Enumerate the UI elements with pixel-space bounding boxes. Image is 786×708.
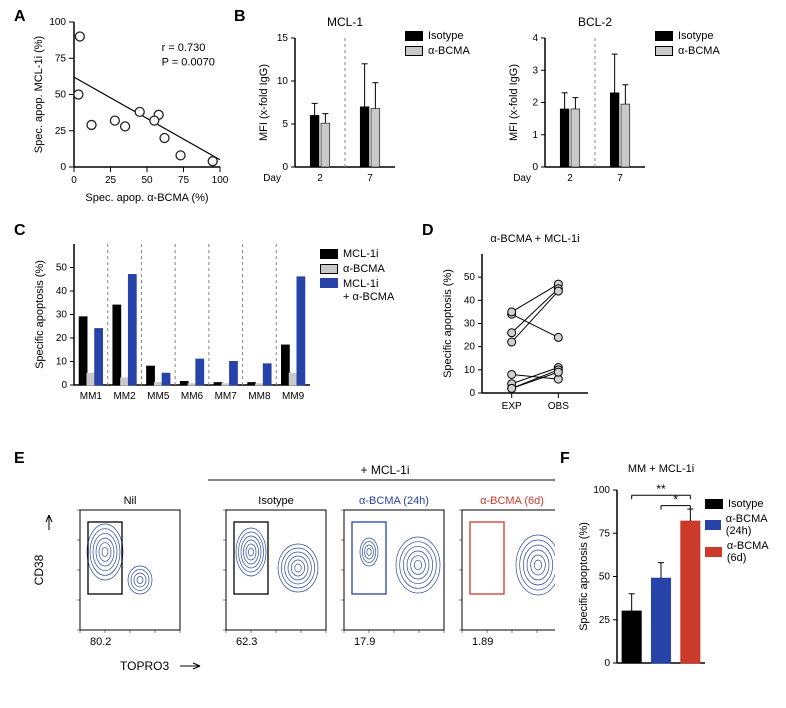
svg-text:2: 2 bbox=[532, 98, 538, 109]
svg-text:P = 0.0070: P = 0.0070 bbox=[162, 57, 215, 69]
svg-text:MM2: MM2 bbox=[113, 391, 136, 402]
svg-text:EXP: EXP bbox=[502, 401, 522, 412]
facs-e: + MCL-1i CD38 TOPRO3 Nil 80.2 Isotype 62.3 α-BC… bbox=[25, 460, 555, 690]
svg-text:MM8: MM8 bbox=[248, 391, 271, 402]
svg-text:25: 25 bbox=[55, 126, 67, 137]
svg-text:α-BCMA (24h): α-BCMA (24h) bbox=[359, 495, 429, 507]
legend-f: Isotype α-BCMA (24h) α-BCMA (6d) bbox=[705, 498, 786, 567]
paired-d: α-BCMA + MCL-1i 0 10 20 30 40 50 EXP OBS Specific… bbox=[438, 230, 608, 425]
svg-text:CD38: CD38 bbox=[32, 554, 46, 585]
legend-b-bcl2: Isotype α-BCMA bbox=[655, 30, 720, 60]
svg-text:0: 0 bbox=[604, 658, 610, 669]
svg-text:Nil: Nil bbox=[124, 495, 137, 507]
svg-text:Spec. apop. MCL-1i (%): Spec. apop. MCL-1i (%) bbox=[33, 36, 45, 153]
svg-text:0: 0 bbox=[532, 162, 538, 173]
svg-text:30: 30 bbox=[464, 319, 476, 330]
svg-text:Specific apoptosis (%): Specific apoptosis (%) bbox=[442, 269, 454, 378]
svg-text:0: 0 bbox=[71, 175, 77, 186]
svg-text:MM + MCL-1i: MM + MCL-1i bbox=[628, 463, 694, 475]
panel-label-f: F bbox=[560, 450, 570, 468]
svg-text:20: 20 bbox=[56, 333, 68, 344]
legend-b-mcl1: Isotype α-BCMA bbox=[405, 30, 470, 60]
svg-text:Isotype: Isotype bbox=[258, 495, 293, 507]
svg-text:50: 50 bbox=[55, 90, 67, 101]
svg-text:25: 25 bbox=[599, 615, 611, 626]
svg-text:1: 1 bbox=[532, 130, 538, 141]
svg-text:100: 100 bbox=[49, 17, 66, 28]
panel-label-b: B bbox=[234, 8, 246, 26]
scatter-a: 0 25 50 75 100 0 25 50 75 100 r = 0.730 P = 0.0070 S… bbox=[30, 12, 230, 207]
svg-text:5: 5 bbox=[282, 119, 288, 130]
svg-text:Day: Day bbox=[263, 173, 281, 184]
svg-text:20: 20 bbox=[464, 342, 476, 353]
svg-text:0: 0 bbox=[61, 380, 67, 391]
panel-label-d: D bbox=[422, 222, 434, 240]
svg-text:0: 0 bbox=[60, 162, 66, 173]
svg-text:10: 10 bbox=[56, 357, 68, 368]
svg-text:4: 4 bbox=[532, 33, 538, 44]
svg-text:Specific apoptosis (%): Specific apoptosis (%) bbox=[34, 260, 46, 369]
svg-text:15: 15 bbox=[277, 33, 289, 44]
svg-text:50: 50 bbox=[141, 175, 153, 186]
svg-text:25: 25 bbox=[105, 175, 117, 186]
svg-text:MFI (x-fold IgG): MFI (x-fold IgG) bbox=[258, 64, 270, 141]
svg-text:α-BCMA (6d): α-BCMA (6d) bbox=[480, 495, 544, 507]
svg-text:75: 75 bbox=[178, 175, 190, 186]
svg-text:r = 0.730: r = 0.730 bbox=[162, 42, 206, 54]
svg-text:TOPRO3: TOPRO3 bbox=[120, 659, 169, 673]
svg-text:MM9: MM9 bbox=[282, 391, 305, 402]
svg-text:MM6: MM6 bbox=[181, 391, 204, 402]
svg-text:**: ** bbox=[656, 482, 666, 496]
bar-f: MM + MCL-1i0255075100***Specific apoptos… bbox=[575, 460, 715, 675]
svg-text:Day: Day bbox=[513, 173, 531, 184]
legend-abcma: α-BCMA bbox=[428, 45, 470, 57]
svg-text:7: 7 bbox=[367, 173, 373, 184]
svg-text:MM1: MM1 bbox=[80, 391, 103, 402]
bar-c: 0 10 20 30 40 50 MM1 MM2 MM5 MM6 MM7 MM8 MM9 Specific… bbox=[30, 230, 330, 425]
svg-text:62.3: 62.3 bbox=[236, 636, 257, 648]
svg-text:MFI (x-fold IgG): MFI (x-fold IgG) bbox=[508, 64, 520, 141]
svg-text:100: 100 bbox=[593, 485, 610, 496]
svg-text:OBS: OBS bbox=[548, 401, 569, 412]
svg-text:MCL-1: MCL-1 bbox=[327, 15, 363, 29]
svg-text:75: 75 bbox=[599, 528, 611, 539]
svg-text:100: 100 bbox=[212, 175, 229, 186]
svg-text:40: 40 bbox=[464, 295, 476, 306]
svg-text:α-BCMA + MCL-1i: α-BCMA + MCL-1i bbox=[490, 233, 579, 245]
legend-c: MCL-1i α-BCMA MCL-1i+ α-BCMA bbox=[320, 248, 394, 306]
svg-text:+ MCL-1i: + MCL-1i bbox=[360, 463, 409, 477]
svg-text:0: 0 bbox=[282, 162, 288, 173]
svg-text:BCL-2: BCL-2 bbox=[578, 15, 612, 29]
svg-text:Specific apoptosis (%): Specific apoptosis (%) bbox=[578, 522, 590, 631]
svg-text:0: 0 bbox=[469, 388, 475, 399]
svg-text:2: 2 bbox=[567, 173, 573, 184]
svg-text:50: 50 bbox=[599, 572, 611, 583]
svg-text:50: 50 bbox=[464, 272, 476, 283]
svg-text:50: 50 bbox=[56, 263, 68, 274]
svg-text:2: 2 bbox=[317, 173, 323, 184]
svg-text:7: 7 bbox=[617, 173, 623, 184]
svg-text:*: * bbox=[673, 493, 678, 507]
svg-text:3: 3 bbox=[532, 65, 538, 76]
svg-text:10: 10 bbox=[277, 76, 289, 87]
panel-label-c: C bbox=[14, 222, 26, 240]
svg-text:17.9: 17.9 bbox=[354, 636, 375, 648]
svg-text:30: 30 bbox=[56, 310, 68, 321]
svg-text:MM7: MM7 bbox=[215, 391, 238, 402]
panel-label-a: A bbox=[14, 8, 26, 26]
svg-text:Spec. apop. α-BCMA (%): Spec. apop. α-BCMA (%) bbox=[85, 192, 208, 204]
svg-text:40: 40 bbox=[56, 286, 68, 297]
svg-text:MM5: MM5 bbox=[147, 391, 170, 402]
panel-label-e: E bbox=[14, 450, 25, 468]
svg-text:10: 10 bbox=[464, 365, 476, 376]
svg-text:75: 75 bbox=[55, 53, 67, 64]
svg-text:1.89: 1.89 bbox=[472, 636, 493, 648]
svg-text:80.2: 80.2 bbox=[90, 636, 111, 648]
legend-isotype: Isotype bbox=[428, 30, 463, 42]
